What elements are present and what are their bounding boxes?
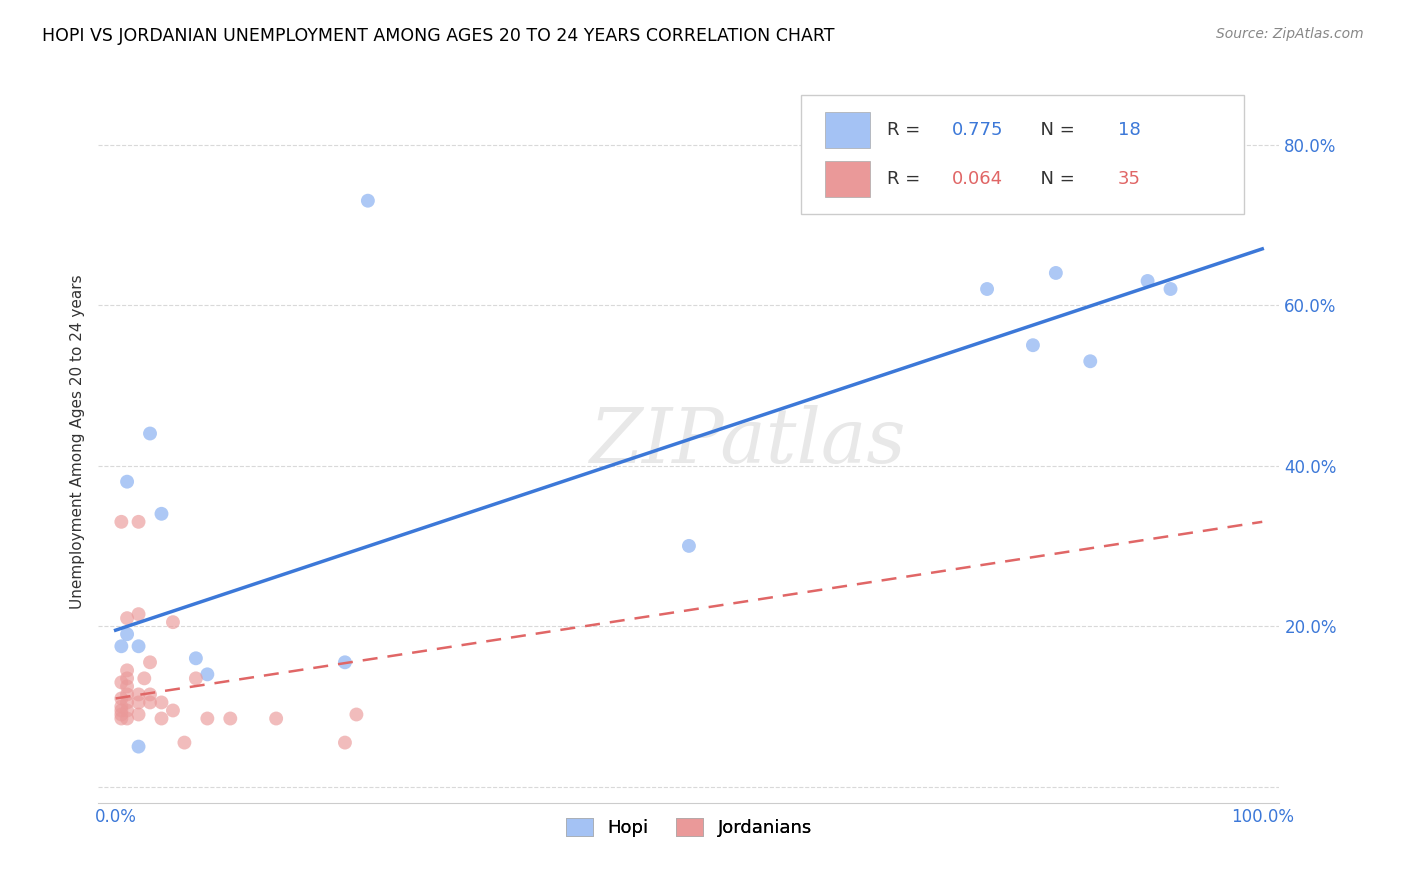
Point — [264, 712, 287, 726]
Point — [139, 655, 162, 669]
Point — [173, 735, 195, 749]
Point — [1045, 266, 1067, 280]
Text: N =: N = — [1029, 120, 1081, 138]
Point — [128, 696, 150, 710]
Point — [184, 671, 207, 685]
Point — [128, 515, 150, 529]
Text: 18: 18 — [1118, 120, 1140, 138]
Point — [115, 611, 138, 625]
Text: HOPI VS JORDANIAN UNEMPLOYMENT AMONG AGES 20 TO 24 YEARS CORRELATION CHART: HOPI VS JORDANIAN UNEMPLOYMENT AMONG AGE… — [42, 27, 835, 45]
Point — [110, 707, 132, 722]
Point — [150, 712, 173, 726]
FancyBboxPatch shape — [801, 95, 1244, 214]
Text: Source: ZipAtlas.com: Source: ZipAtlas.com — [1216, 27, 1364, 41]
Point — [110, 691, 132, 706]
Point — [128, 607, 150, 621]
Point — [1160, 282, 1182, 296]
Text: 0.775: 0.775 — [952, 120, 1004, 138]
Text: 35: 35 — [1118, 170, 1140, 188]
Bar — [825, 112, 870, 148]
Point — [115, 664, 138, 678]
Point — [1136, 274, 1159, 288]
Bar — [825, 161, 870, 197]
Point — [115, 687, 138, 701]
Point — [115, 703, 138, 717]
Point — [678, 539, 700, 553]
Point — [219, 712, 242, 726]
Point — [110, 639, 132, 653]
Point — [1078, 354, 1101, 368]
Point — [333, 735, 356, 749]
Point — [110, 515, 132, 529]
Point — [134, 671, 156, 685]
Point — [115, 627, 138, 641]
Point — [110, 675, 132, 690]
Text: ZIPatlas: ZIPatlas — [589, 405, 907, 478]
Point — [1022, 338, 1045, 352]
Point — [115, 696, 138, 710]
Point — [110, 699, 132, 714]
Point — [115, 680, 138, 694]
Point — [150, 696, 173, 710]
Point — [139, 687, 162, 701]
Point — [150, 507, 173, 521]
Point — [128, 707, 150, 722]
Point — [976, 282, 998, 296]
Point — [139, 696, 162, 710]
Point — [333, 655, 356, 669]
Point — [195, 712, 218, 726]
Y-axis label: Unemployment Among Ages 20 to 24 years: Unemployment Among Ages 20 to 24 years — [69, 274, 84, 609]
Point — [357, 194, 380, 208]
Point — [128, 739, 150, 754]
Point — [115, 712, 138, 726]
Text: R =: R = — [887, 170, 927, 188]
Point — [110, 703, 132, 717]
Text: N =: N = — [1029, 170, 1081, 188]
Text: 0.064: 0.064 — [952, 170, 1004, 188]
Point — [162, 615, 184, 630]
Point — [139, 426, 162, 441]
Point — [195, 667, 218, 681]
Text: R =: R = — [887, 120, 927, 138]
Point — [115, 671, 138, 685]
Legend: Hopi, Jordanians: Hopi, Jordanians — [560, 811, 818, 845]
Point — [344, 707, 367, 722]
Point — [184, 651, 207, 665]
Point — [115, 475, 138, 489]
Point — [110, 712, 132, 726]
Point — [162, 703, 184, 717]
Point — [128, 687, 150, 701]
Point — [128, 639, 150, 653]
